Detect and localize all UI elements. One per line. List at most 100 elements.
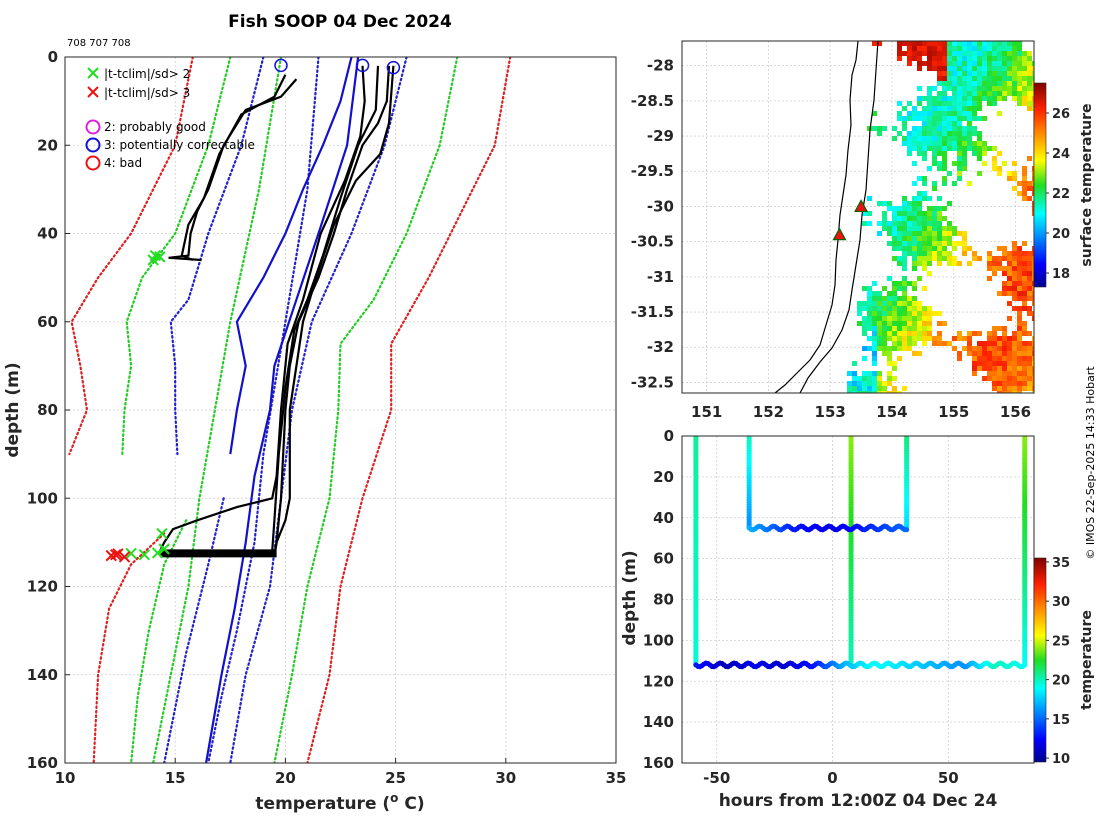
sst-pixel (997, 336, 1002, 341)
sst-pixel (922, 331, 927, 336)
sst-pixel (972, 81, 977, 86)
sst-pixel (962, 116, 967, 121)
sst-pixel (1017, 361, 1022, 366)
sst-pixel (922, 336, 927, 341)
sst-pixel (977, 171, 982, 176)
sst-pixel (912, 46, 917, 51)
sst-pixel (892, 296, 897, 301)
sst-pixel (1007, 341, 1012, 346)
sst-pixel (877, 346, 882, 351)
sst-pixel (1012, 86, 1017, 91)
sst-pixel (952, 101, 957, 106)
x-tick-label: 20 (275, 769, 296, 787)
sst-pixel (912, 106, 917, 111)
sst-pixel (967, 81, 972, 86)
sst-pixel (982, 376, 987, 381)
sst-pixel (917, 86, 922, 91)
sst-pixel (1002, 41, 1007, 46)
sst-pixel (977, 141, 982, 146)
sst-pixel (927, 106, 932, 111)
sst-pixel (902, 336, 907, 341)
sst-pixel (1002, 381, 1007, 386)
sst-pixel (967, 91, 972, 96)
sst-pixel (902, 211, 907, 216)
y-tick-label: 160 (27, 754, 58, 772)
sst-pixel (937, 91, 942, 96)
sst-pixel (1032, 366, 1034, 371)
sst-pixel (957, 101, 962, 106)
sst-pixel (867, 291, 872, 296)
sst-pixel (942, 161, 947, 166)
sst-pixel (927, 256, 932, 261)
sst-pixel (952, 126, 957, 131)
sst-pixel (1032, 271, 1034, 276)
sst-pixel (1007, 61, 1012, 66)
sst-pixel (927, 46, 932, 51)
sst-pixel (992, 346, 997, 351)
sst-pixel (1007, 301, 1012, 306)
sst-pixel (917, 226, 922, 231)
sst-pixel (942, 101, 947, 106)
sst-pixel (912, 256, 917, 261)
sst-pixel (947, 221, 952, 226)
sst-pixel (947, 86, 952, 91)
sst-pixel (982, 86, 987, 91)
sst-pixel (912, 351, 917, 356)
profile-y-ticks: 0 20 40 60 80 100 120 140 160 (27, 48, 58, 772)
sst-pixel (942, 146, 947, 151)
sst-map-panel: 151 152 153 154 155 156 -28 -28.5 -29 -29.5 -30 -3… (631, 40, 1095, 421)
sst-pixel (892, 231, 897, 236)
y-tick-label: -29.5 (631, 162, 674, 180)
profile-frame (64, 56, 617, 764)
sst-pixel (897, 281, 902, 286)
sst-pixel (862, 376, 867, 381)
sst-pixel (957, 141, 962, 146)
sst-pixel (922, 211, 927, 216)
sst-pixel (907, 346, 912, 351)
sst-pixel (1027, 271, 1032, 276)
sst-pixel (922, 251, 927, 256)
sst-pixel (942, 136, 947, 141)
sst-pixel (912, 161, 917, 166)
sst-pixel (942, 321, 947, 326)
sst-pixel (897, 336, 902, 341)
sst-pixel (922, 156, 927, 161)
sst-pixel (872, 306, 877, 311)
colorbar-tick-label: 22 (1052, 187, 1070, 202)
sst-pixel (1022, 376, 1027, 381)
sst-pixel (937, 66, 942, 71)
sst-pixel (912, 326, 917, 331)
sst-pixel (987, 41, 992, 46)
sst-pixel (967, 106, 972, 111)
sst-pixel (1012, 41, 1017, 46)
sst-pixel (957, 171, 962, 176)
sst-pixel (927, 86, 932, 91)
sst-pixel (1012, 256, 1017, 261)
sst-pixel (912, 131, 917, 136)
sst-pixel (867, 376, 872, 381)
sst-pixel (997, 86, 1002, 91)
sst-pixel (882, 346, 887, 351)
sst-pixel (887, 241, 892, 246)
sst-pixel (947, 101, 952, 106)
sst-pixel (897, 221, 902, 226)
profile-series-line (152, 57, 283, 763)
sst-pixel (1017, 81, 1022, 86)
sst-pixel (867, 326, 872, 331)
sst-pixel (897, 116, 902, 121)
sst-pixel (907, 211, 912, 216)
sst-pixel (862, 356, 867, 361)
sst-pixel (947, 61, 952, 66)
sst-pixel (972, 126, 977, 131)
sst-pixel (872, 41, 877, 46)
sst-pixel (952, 91, 957, 96)
sst-pixel (892, 286, 897, 291)
sst-pixel (1027, 386, 1032, 391)
sst-pixel (947, 76, 952, 81)
sst-pixel (937, 311, 942, 316)
sst-pixel (882, 301, 887, 306)
sst-pixel (887, 306, 892, 311)
sst-pixel (917, 66, 922, 71)
sst-pixel (1027, 101, 1032, 106)
sst-pixel (1027, 61, 1032, 66)
